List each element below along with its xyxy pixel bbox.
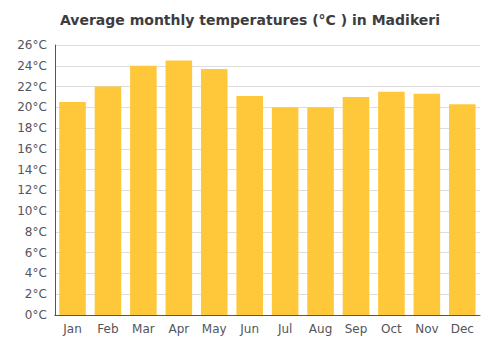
svg-text:24°C: 24°C [17, 59, 47, 73]
svg-text:Sep: Sep [345, 322, 368, 336]
svg-text:6°C: 6°C [25, 246, 47, 260]
svg-text:Apr: Apr [168, 322, 189, 336]
svg-text:Aug: Aug [309, 322, 332, 336]
svg-text:0°C: 0°C [25, 308, 47, 322]
svg-text:Nov: Nov [415, 322, 438, 336]
svg-text:May: May [202, 322, 227, 336]
svg-text:20°C: 20°C [17, 100, 47, 114]
svg-text:Jul: Jul [277, 322, 292, 336]
svg-text:Feb: Feb [97, 322, 118, 336]
svg-text:Jan: Jan [62, 322, 82, 336]
svg-text:Dec: Dec [451, 322, 474, 336]
svg-text:12°C: 12°C [17, 183, 47, 197]
svg-text:4°C: 4°C [25, 266, 47, 280]
svg-text:26°C: 26°C [17, 38, 47, 52]
svg-text:Mar: Mar [132, 322, 155, 336]
svg-text:14°C: 14°C [17, 163, 47, 177]
svg-text:22°C: 22°C [17, 80, 47, 94]
svg-text:2°C: 2°C [25, 287, 47, 301]
svg-text:Oct: Oct [381, 322, 402, 336]
svg-text:Jun: Jun [239, 322, 259, 336]
svg-text:18°C: 18°C [17, 121, 47, 135]
svg-text:16°C: 16°C [17, 142, 47, 156]
svg-text:Average monthly temperatures (: Average monthly temperatures (°C ) in Ma… [60, 12, 440, 28]
svg-text:8°C: 8°C [25, 225, 47, 239]
svg-text:10°C: 10°C [17, 204, 47, 218]
